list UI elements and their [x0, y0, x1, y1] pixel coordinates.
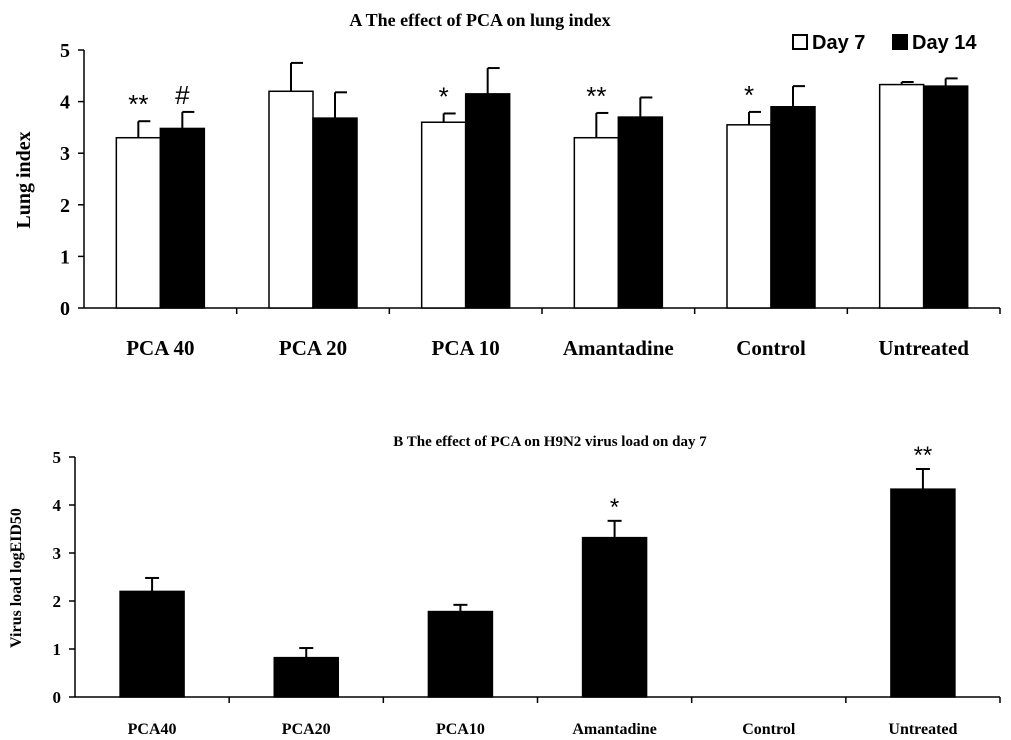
chart-b: B The effect of PCA on H9N2 virus load o…: [8, 434, 1001, 738]
chart-b-bar-pca10: [427, 610, 494, 698]
chart-a-bar-day-14-control: [770, 106, 816, 309]
chart-b-bar-untreated: [890, 488, 956, 698]
chart-b-y-tick-label: 3: [53, 544, 62, 563]
chart-b-significance-marker: **: [914, 442, 933, 469]
chart-a-bar-day-7-control: [726, 124, 772, 309]
chart-a-title: A The effect of PCA on lung index: [349, 10, 610, 30]
chart-a-y-tick-label: 4: [60, 92, 70, 114]
chart-a-bar-day-7-pca-10: [420, 121, 467, 309]
chart-a-significance-marker: **: [128, 89, 148, 119]
chart-b-y-tick-label: 2: [53, 592, 62, 611]
chart-a: A The effect of PCA on lung index Lung i…: [13, 10, 1001, 360]
chart-a-bar-day-14-untreated: [922, 85, 969, 309]
chart-b-bar-pca20: [273, 656, 339, 698]
chart-a-category-label-pca-20: PCA 20: [279, 336, 347, 360]
legend-day7-label: Day 7: [812, 32, 865, 54]
chart-a-category-label-untreated: Untreated: [878, 336, 969, 360]
chart-a-bar-day-14-amantadine: [617, 116, 664, 309]
chart-a-legend: Day 7 Day 14: [792, 32, 977, 54]
chart-b-y-tick-label: 0: [53, 688, 62, 707]
chart-b-bar-amantadine: [581, 536, 648, 698]
chart-a-bar-day-7-untreated: [878, 83, 925, 309]
legend-day14-swatch: [892, 34, 908, 50]
chart-b-category-label-amantadine: Amantadine: [572, 721, 656, 738]
chart-a-y-tick-label: 1: [60, 246, 70, 268]
chart-b-y-tick-label: 1: [53, 640, 62, 659]
chart-a-bar-day-7-pca-20: [268, 90, 314, 309]
chart-a-y-tick-label: 3: [60, 143, 70, 165]
chart-b-significance-marker: *: [610, 494, 619, 521]
chart-a-significance-marker: *: [744, 80, 754, 110]
chart-b-category-label-untreated: Untreated: [888, 721, 957, 738]
chart-b-category-label-pca40: PCA40: [128, 721, 177, 738]
chart-b-title: B The effect of PCA on H9N2 virus load o…: [393, 434, 707, 450]
chart-a-bar-day-7-amantadine: [573, 136, 620, 309]
chart-a-significance-marker: *: [439, 81, 449, 111]
chart-b-bar-pca40: [119, 590, 185, 698]
chart-a-category-label-pca-10: PCA 10: [432, 336, 500, 360]
chart-b-category-label-pca20: PCA20: [282, 721, 331, 738]
chart-a-significance-marker: #: [175, 80, 190, 110]
chart-a-bar-day-14-pca-20: [312, 117, 358, 309]
chart-b-y-axis-label: Virus load logEID50: [8, 508, 25, 648]
chart-a-y-axis-label: Lung index: [13, 131, 35, 228]
chart-a-bar-day-14-pca-10: [464, 93, 511, 309]
chart-a-bar-day-7-pca-40: [115, 136, 162, 309]
chart-a-y-tick-label: 5: [60, 40, 70, 62]
chart-a-category-label-amantadine: Amantadine: [563, 336, 674, 360]
chart-b-category-label-pca10: PCA10: [436, 721, 485, 738]
legend-day7-swatch: [792, 34, 808, 50]
chart-a-category-label-control: Control: [736, 336, 806, 360]
chart-b-y-tick-label: 4: [53, 496, 62, 515]
chart-a-y-tick-label: 2: [60, 195, 70, 217]
chart-a-bar-day-14-pca-40: [159, 127, 206, 309]
chart-a-y-tick-label: 0: [60, 298, 70, 320]
chart-a-significance-marker: **: [586, 81, 606, 111]
legend-day14-label: Day 14: [912, 32, 977, 54]
chart-a-category-label-pca-40: PCA 40: [126, 336, 194, 360]
chart-b-category-label-control: Control: [742, 721, 796, 738]
chart-b-y-tick-label: 5: [53, 448, 62, 467]
